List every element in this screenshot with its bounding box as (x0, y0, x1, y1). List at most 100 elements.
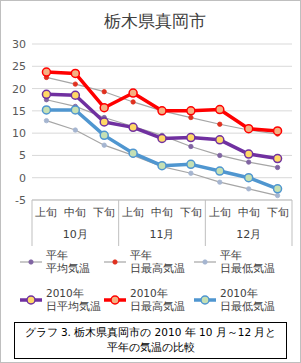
marker (245, 125, 253, 133)
x-tick-label: 上旬 (35, 206, 57, 219)
marker (29, 260, 33, 264)
marker (216, 106, 224, 114)
marker (218, 180, 222, 184)
legend-label-line: 日最高気温 (130, 300, 185, 312)
legend-label: 2010年日平均気温 (46, 287, 101, 312)
grid-line (32, 44, 292, 45)
marker (275, 165, 279, 169)
x-axis (32, 200, 292, 201)
legend-entry: 2010年日最低気温 (194, 287, 275, 312)
series-line (46, 72, 277, 131)
y-tick-label: 25 (12, 60, 26, 73)
group-separator (292, 200, 293, 246)
legend-label-line: 平年 (130, 249, 152, 261)
marker (274, 185, 282, 193)
marker (201, 296, 209, 304)
legend-entry: 2010年日最高気温 (104, 287, 185, 312)
marker (187, 134, 195, 142)
legend-label-line: 日最低気温 (220, 262, 275, 274)
legend-label-line: 2010年 (130, 287, 168, 299)
x-tick-label: 上旬 (209, 206, 231, 219)
group-separator (205, 200, 206, 246)
series-line (46, 110, 277, 189)
group-label: 11月 (150, 228, 175, 241)
caption: グラフ 3. 栃木県真岡市の 2010 年 10 月～12 月と平年の気温の比較 (25, 326, 277, 353)
marker (73, 128, 77, 132)
marker (71, 106, 79, 114)
marker (129, 89, 137, 97)
legend-label: 平年日最高気温 (130, 249, 185, 274)
y-tick-label: -5 (15, 194, 26, 207)
x-tick-label: 下旬 (180, 206, 202, 219)
y-tick-label: 30 (12, 38, 26, 51)
marker (100, 118, 108, 126)
legend-label-line: 日平均気温 (46, 300, 101, 312)
y-tick-label: 10 (12, 127, 26, 140)
grid-line (32, 66, 292, 67)
group-separator (32, 200, 33, 246)
marker (73, 82, 77, 86)
legend-label: 2010年日最高気温 (130, 287, 185, 312)
marker (189, 115, 193, 119)
legend-entry: 平年日最高気温 (104, 249, 185, 274)
x-tick-label: 中旬 (151, 206, 173, 219)
marker (218, 153, 222, 157)
marker (274, 155, 282, 163)
legend-label-line: 平均気温 (46, 262, 90, 274)
marker (42, 90, 50, 98)
legend-entry: 平年平均気温 (20, 249, 90, 274)
marker (71, 69, 79, 77)
x-tick-label: 下旬 (267, 206, 289, 219)
legend-label-line: 平年 (220, 249, 242, 261)
marker (129, 123, 137, 131)
marker (246, 187, 250, 191)
legend-label: 平年日最低気温 (220, 249, 275, 274)
legend-label-line: 日最低気温 (220, 300, 275, 312)
marker (113, 260, 117, 264)
y-tick-label: 20 (12, 83, 26, 96)
group-separator (118, 200, 119, 246)
x-tick-label: 中旬 (238, 206, 260, 219)
title: 栃木県真岡市 (104, 11, 206, 31)
marker (42, 68, 50, 76)
legend-label-line: 平年 (46, 249, 68, 261)
group-label: 10月 (63, 228, 88, 241)
marker (158, 107, 166, 115)
group-label: 12月 (236, 228, 261, 241)
marker (189, 144, 193, 148)
grid-line (32, 88, 292, 89)
x-tick-label: 下旬 (93, 206, 115, 219)
legend-label-line: 2010年 (220, 287, 258, 299)
series-line (46, 121, 277, 196)
marker (189, 171, 193, 175)
marker (187, 107, 195, 115)
marker (216, 136, 224, 144)
marker (187, 160, 195, 168)
legend-entry: 平年日最低気温 (194, 249, 275, 274)
legend-entry: 2010年日平均気温 (20, 287, 101, 312)
marker (246, 160, 250, 164)
caption-box (15, 323, 287, 359)
marker (102, 143, 106, 147)
marker (275, 193, 279, 197)
legend-label-line: 2010年 (46, 287, 84, 299)
x-tick-label: 上旬 (122, 206, 144, 219)
caption-line: グラフ 3. 栃木県真岡市の 2010 年 10 月～12 月と (25, 326, 277, 338)
marker (158, 134, 166, 142)
marker (100, 131, 108, 139)
marker (42, 106, 50, 114)
marker (245, 150, 253, 158)
legend-label-line: 日最高気温 (130, 262, 185, 274)
marker (71, 91, 79, 99)
legend-label: 平年平均気温 (46, 249, 90, 274)
x-tick-label: 中旬 (64, 206, 86, 219)
marker (158, 162, 166, 170)
legend-label: 2010年日最低気温 (220, 287, 275, 312)
y-tick-label: 15 (12, 105, 26, 118)
marker (245, 174, 253, 182)
grid-line (32, 200, 292, 201)
y-tick-label: 0 (19, 172, 26, 185)
marker (27, 296, 35, 304)
marker (44, 118, 48, 122)
marker (131, 100, 135, 104)
